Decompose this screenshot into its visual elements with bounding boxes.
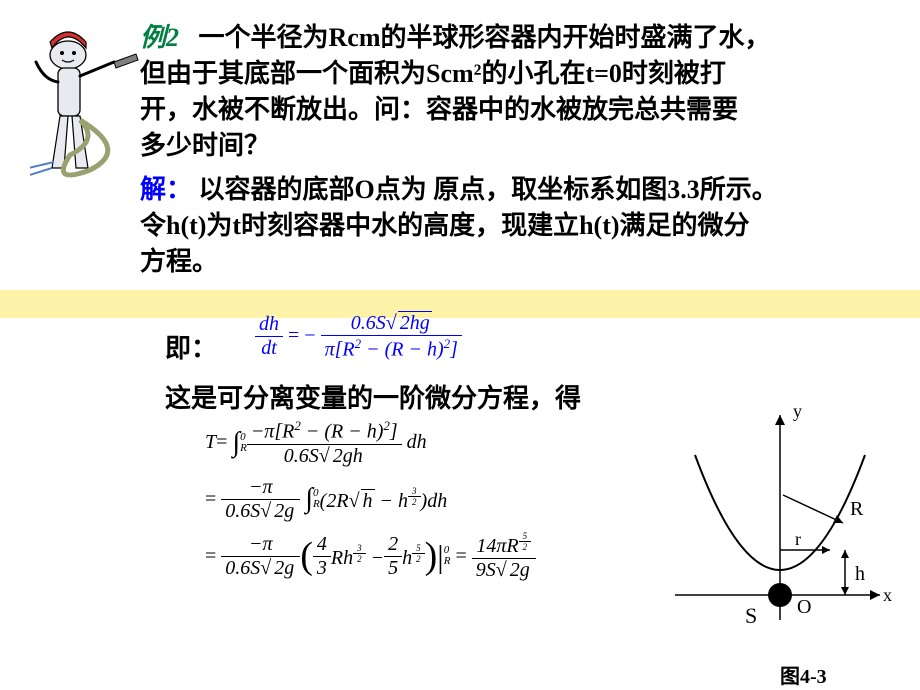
eq-prefix: 即：	[165, 328, 217, 365]
svg-text:r: r	[795, 529, 801, 549]
solution-intro: 解： 以容器的底部O点为 原点，取坐标系如图3.3所示。 令h(t)为t时刻容器…	[140, 172, 880, 280]
svg-text:S: S	[745, 603, 757, 628]
solution-label: 解：	[140, 175, 192, 204]
example-label: 例2	[140, 23, 179, 52]
firefighter-clipart	[30, 20, 140, 180]
svg-text:y: y	[793, 401, 802, 421]
svg-text:h: h	[855, 563, 865, 585]
svg-text:x: x	[883, 585, 892, 605]
svg-text:R: R	[850, 498, 864, 520]
figure-label: 图4-3	[780, 660, 827, 689]
svg-text:O: O	[797, 596, 811, 618]
integration-steps: T = ∫0R −π[R2 − (R − h)2] 0.6S2gh dh = −…	[205, 418, 536, 590]
separable-text: 这是可分离变量的一阶微分方程，得	[165, 378, 581, 415]
problem-text: 例2 一个半径为Rcm的半球形容器内开始时盛满了水， 但由于其底部一个面积为Sc…	[140, 20, 880, 164]
coordinate-diagram: y x R r h O S	[665, 395, 915, 675]
differential-equation: dhdt = − 0.6S2hg π[R2 − (R − h)2]	[255, 312, 462, 362]
